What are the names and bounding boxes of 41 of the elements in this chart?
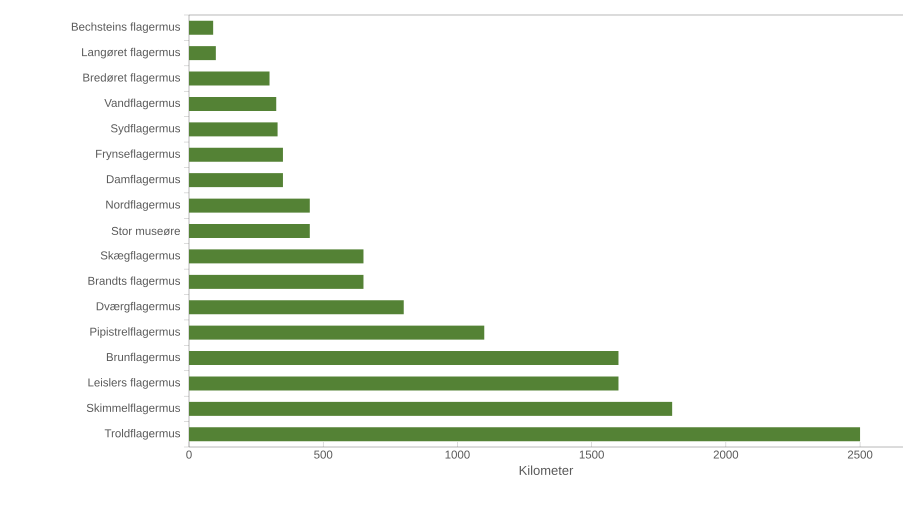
bar — [189, 274, 364, 289]
x-tick-label: 2500 — [848, 450, 872, 459]
x-tick-label: 500 — [314, 450, 332, 459]
y-tick-label: Brunflagermus — [106, 352, 180, 364]
y-tick-label: Troldflagermus — [104, 428, 180, 440]
bar — [189, 402, 672, 416]
y-tick-label: Nordflagermus — [106, 200, 180, 211]
y-tick-label: Sydflagermus — [110, 124, 180, 135]
x-tick-label: 2000 — [714, 450, 738, 459]
bar — [189, 46, 216, 60]
bar — [189, 249, 364, 264]
bar — [189, 96, 276, 111]
bar — [189, 326, 484, 340]
y-tick-label: Leislers flagermus — [88, 378, 180, 389]
y-tick-label: Bredøret flagermus — [83, 73, 180, 84]
y-tick-label: Vandflagermus — [104, 98, 180, 110]
y-tick-label: Pipistrelflagermus — [90, 327, 180, 338]
bar — [189, 148, 283, 162]
bar — [189, 198, 310, 213]
bar — [189, 122, 278, 136]
x-tick-label: 1000 — [446, 450, 470, 459]
bar — [189, 351, 618, 366]
bar — [189, 20, 214, 35]
y-tick-label: Stor museøre — [112, 226, 180, 236]
bar — [189, 173, 283, 188]
bar — [189, 427, 860, 442]
x-axis-title: Kilometer — [520, 465, 574, 475]
y-tick-label: Damflagermus — [106, 174, 180, 186]
y-tick-label: Skægflagermus — [100, 251, 180, 262]
y-tick-label: Frynseflagermus — [96, 149, 180, 160]
bar — [189, 224, 310, 238]
y-tick-label: Dværgflagermus — [96, 302, 180, 313]
x-tick-label: 0 — [186, 450, 192, 459]
y-tick-label: Skimmelflagermus — [86, 404, 180, 414]
bar — [189, 300, 404, 314]
y-tick-label: Bechsteins flagermus — [72, 22, 180, 34]
bar — [189, 72, 270, 86]
bar — [189, 376, 618, 390]
x-tick-label: 1500 — [580, 450, 604, 459]
y-tick-label: Brandts flagermus — [88, 276, 180, 288]
y-tick-label: Langøret flagermus — [82, 48, 180, 58]
